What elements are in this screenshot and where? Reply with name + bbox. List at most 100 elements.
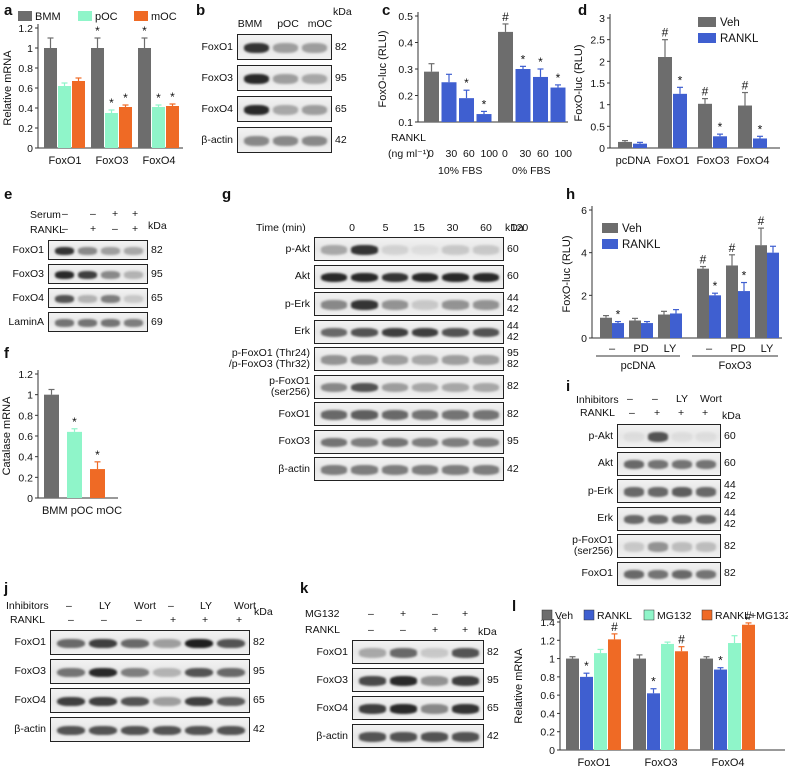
bar (424, 71, 439, 122)
bar (44, 394, 59, 498)
band (672, 514, 692, 525)
panel-label-d: d (578, 2, 588, 19)
band (472, 355, 499, 365)
blot-row-label: p-Erk (284, 297, 310, 310)
band (302, 105, 327, 115)
blot-strip (50, 688, 250, 713)
y-tick-label: 6 (581, 205, 587, 217)
bar (641, 323, 653, 338)
x-category-label: FoxO4 (736, 155, 769, 167)
blot-strip (314, 319, 504, 344)
blot-strip (50, 717, 250, 742)
y-tick-label: 1 (27, 390, 33, 402)
sign: – (62, 208, 68, 220)
band (244, 43, 269, 53)
legend-swatch (134, 11, 148, 21)
time-point: 5 (382, 222, 389, 234)
band (55, 247, 74, 255)
band (390, 704, 417, 714)
legend-swatch (78, 11, 92, 21)
bar (566, 658, 579, 750)
significance-mark: * (758, 122, 763, 136)
band (351, 382, 378, 393)
blot-row-label: Erk (597, 512, 613, 524)
y-tick-label: 2 (599, 56, 605, 68)
band (78, 319, 97, 327)
x-category-label: FoxO4 (711, 757, 744, 769)
band (321, 355, 348, 365)
blot-row-label: FoxO1 (14, 636, 46, 648)
blot-strip (50, 659, 250, 684)
band (244, 105, 269, 115)
band (696, 542, 716, 552)
sign: Wort (700, 393, 722, 405)
band (452, 732, 479, 742)
band (153, 725, 181, 736)
row-header-inhibitors: Inhibitors (6, 600, 49, 612)
y-tick-label: 1.2 (18, 23, 33, 35)
band (273, 136, 298, 146)
blot-row-label: FoxO3 (278, 435, 310, 447)
y-tick-label: 0.4 (18, 452, 33, 464)
kda-marker: 44 42 (724, 506, 736, 530)
kda-header: kDa (505, 222, 524, 234)
time-point: 120 (510, 222, 529, 234)
kda-header: kDa (148, 220, 167, 232)
bar (738, 105, 752, 148)
y-tick-label: 1 (27, 43, 33, 55)
x-category-label: – (706, 343, 713, 355)
band (89, 667, 117, 678)
band (351, 437, 378, 448)
band (442, 410, 469, 420)
time-point: 60 (480, 222, 492, 234)
dose-label: 60 (537, 148, 549, 160)
y-tick-label: 3 (599, 13, 605, 25)
band (412, 272, 439, 283)
band (101, 247, 120, 255)
band (696, 487, 716, 497)
significance-mark: * (170, 90, 175, 104)
band (302, 136, 327, 146)
blot-strip (352, 696, 484, 720)
panel-label-k: k (300, 580, 309, 597)
band (57, 725, 85, 736)
blot-row-label: FoxO3 (12, 267, 44, 280)
y-tick-label: 0 (549, 745, 555, 757)
kda-marker: 95 (487, 673, 499, 686)
sign: – (432, 608, 438, 620)
row-header-rankl: RANKL (305, 624, 341, 636)
y-tick-label: 0.6 (18, 83, 33, 95)
legend-swatch (602, 239, 618, 249)
legend-label: MG132 (657, 610, 692, 622)
blot-row-label: LaminA (8, 315, 44, 328)
significance-mark: * (156, 91, 161, 105)
blot-strip (237, 127, 332, 153)
significance-mark: * (742, 269, 747, 283)
band (55, 319, 74, 327)
band (351, 465, 378, 475)
blot-strip (314, 457, 504, 481)
row-header-inhibitors: Inhibitors (576, 394, 619, 406)
group-label-10fbs: 10% FBS (438, 165, 483, 177)
band (442, 245, 469, 255)
band (648, 459, 668, 470)
bar (673, 93, 687, 148)
time-point: 30 (446, 222, 459, 234)
kda-marker: 44 42 (724, 479, 736, 502)
dose-label: 30 (519, 148, 532, 160)
band (57, 667, 85, 678)
kda-marker: 82 (335, 40, 347, 53)
significance-mark: # (758, 214, 765, 228)
kda-marker: 44 42 (507, 292, 519, 315)
band (121, 725, 149, 736)
bar (661, 643, 674, 750)
band (472, 382, 499, 393)
band (648, 569, 668, 580)
sign: + (678, 407, 685, 419)
band (124, 295, 143, 303)
sign: LY (99, 600, 112, 612)
band (351, 272, 378, 283)
x-category-label: FoxO3 (696, 155, 729, 167)
panel-label-b: b (196, 2, 206, 19)
sign: + (202, 614, 209, 626)
